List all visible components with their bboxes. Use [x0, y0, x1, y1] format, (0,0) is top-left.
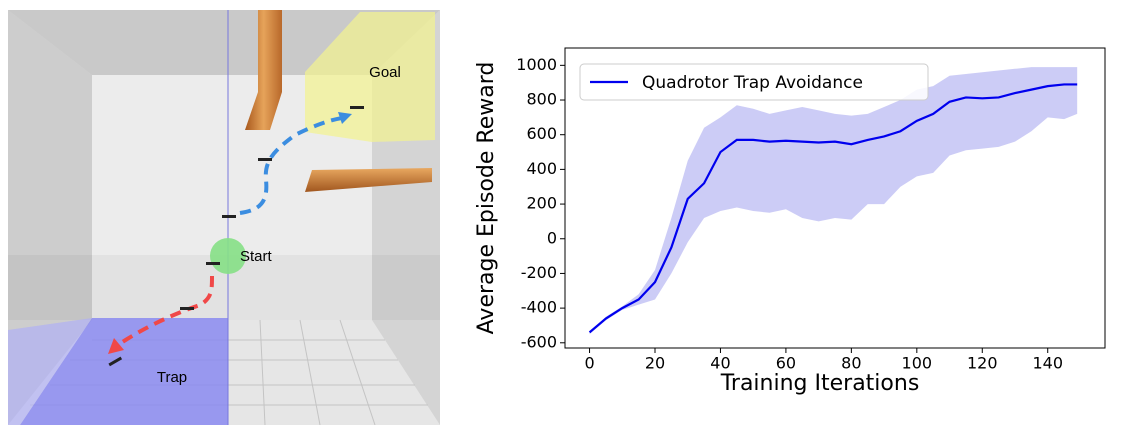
- y-axis-label: Average Episode Reward: [474, 62, 499, 335]
- confidence-band: [590, 67, 1078, 334]
- x-tick-label: 40: [710, 354, 730, 373]
- goal-label: Goal: [369, 64, 401, 81]
- x-tick-label: 60: [776, 354, 796, 373]
- legend-label: Quadrotor Trap Avoidance: [642, 73, 863, 93]
- y-tick-label: -600: [521, 332, 557, 351]
- simulation-scene: Goal Start Trap: [8, 10, 440, 425]
- y-tick-label: 0: [547, 228, 557, 247]
- y-tick-label: 1000: [516, 55, 557, 74]
- x-tick-label: 20: [645, 354, 665, 373]
- figure: Goal Start Trap 0 20 40 60 80 100 120 140 -600 -4…: [0, 0, 1140, 425]
- y-tick-label: -200: [521, 263, 557, 282]
- legend: Quadrotor Trap Avoidance: [580, 64, 928, 100]
- y-tick-label: 400: [526, 159, 557, 178]
- y-tick-label: -400: [521, 298, 557, 317]
- y-tick-label: 600: [526, 124, 557, 143]
- x-tick-label: 100: [902, 354, 933, 373]
- x-tick-label: 80: [841, 354, 861, 373]
- y-tick-label: 800: [526, 90, 557, 109]
- x-tick-label: 140: [1032, 354, 1063, 373]
- x-tick-label: 0: [584, 354, 594, 373]
- trap-label: Trap: [157, 369, 187, 386]
- x-tick-label: 120: [967, 354, 998, 373]
- start-label: Start: [240, 248, 273, 265]
- page: {"scene": {"goal_label": "Goal", "start_…: [0, 0, 1140, 429]
- x-axis-label: Training Iterations: [720, 371, 920, 396]
- y-tick-label: 200: [526, 194, 557, 213]
